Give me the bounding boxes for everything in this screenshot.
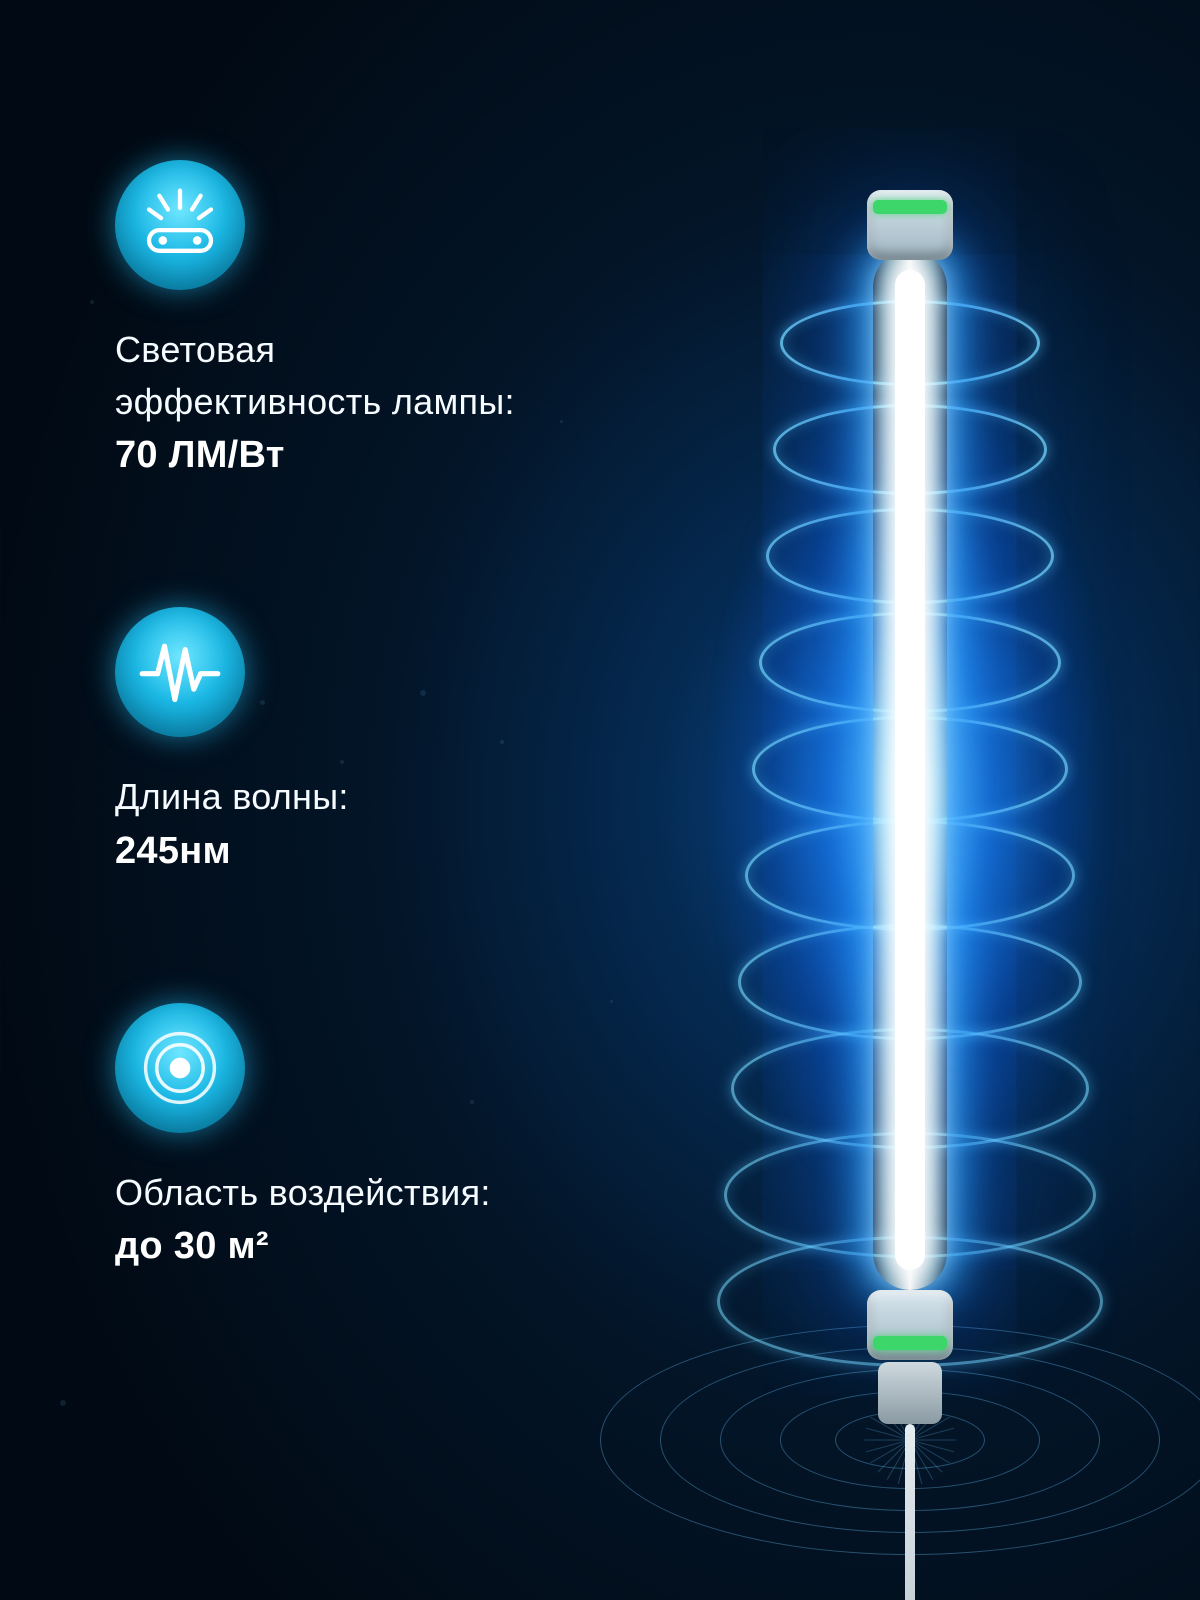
- spiral-rings: [700, 110, 1120, 1370]
- feature-label: Область воздействия:: [115, 1167, 635, 1219]
- lamp-socket: [878, 1362, 942, 1424]
- feature-efficacy: Световаяэффективность лампы: 70 ЛМ/Вт: [115, 160, 635, 477]
- feature-label: Длина волны:: [115, 771, 635, 823]
- feature-list: Световаяэффективность лампы: 70 ЛМ/Вт Дл…: [115, 160, 635, 1268]
- feature-value: 245нм: [115, 830, 635, 873]
- wave-icon: [115, 607, 245, 737]
- uv-lamp: [700, 110, 1120, 1530]
- lamp-rays-icon: [115, 160, 245, 290]
- lamp-cord: [905, 1424, 915, 1600]
- lamp-tube-core: [895, 270, 925, 1270]
- ground-radar: [590, 1310, 1200, 1570]
- feature-value: 70 ЛМ/Вт: [115, 434, 635, 477]
- feature-coverage: Область воздействия: до 30 м²: [115, 1003, 635, 1268]
- feature-label: Световаяэффективность лампы:: [115, 324, 635, 428]
- lamp-cap-bottom: [867, 1290, 953, 1360]
- feature-wavelength: Длина волны: 245нм: [115, 607, 635, 872]
- lamp-glow: [630, 192, 1190, 1392]
- target-icon: [115, 1003, 245, 1133]
- feature-value: до 30 м²: [115, 1225, 635, 1268]
- lamp-cap-top: [867, 190, 953, 260]
- lamp-tube-outer: [873, 250, 947, 1290]
